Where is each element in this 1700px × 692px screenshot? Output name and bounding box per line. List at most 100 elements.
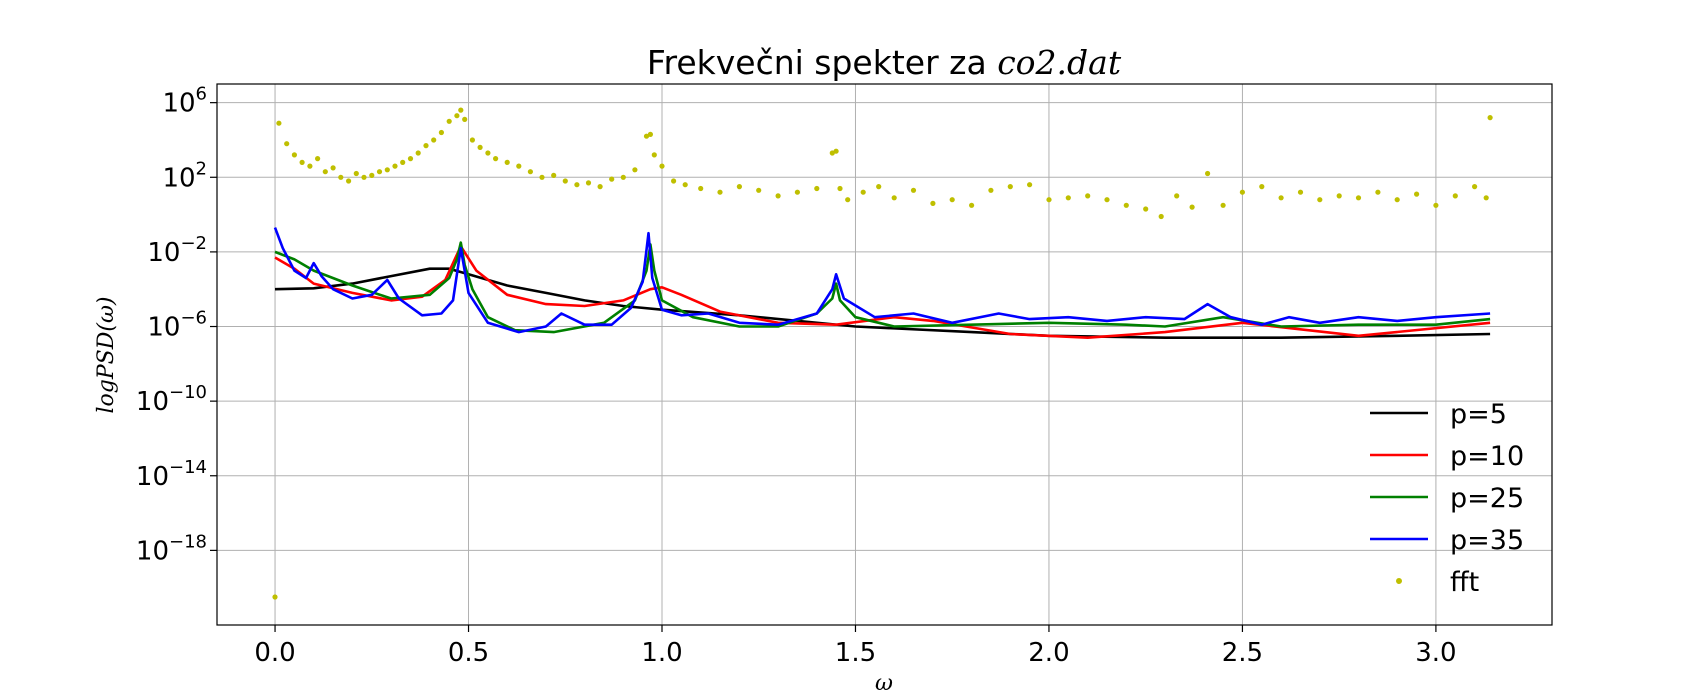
fft-point <box>493 156 499 162</box>
plot-area-frame <box>216 83 1553 626</box>
x-tick-label: 3.0 <box>1415 638 1456 668</box>
legend-swatch <box>1396 578 1402 584</box>
fft-point <box>1472 184 1478 190</box>
fft-point <box>1123 202 1129 208</box>
fft-point <box>1007 184 1013 190</box>
fft-point <box>369 172 375 178</box>
fft-point <box>1394 197 1400 203</box>
fft-point <box>361 174 367 180</box>
fft-point <box>1414 191 1420 197</box>
fft-point <box>717 189 723 195</box>
y-tick-label: 10−18 <box>136 531 207 566</box>
fft-point <box>988 187 994 193</box>
fft-point <box>1375 189 1381 195</box>
y-tick-label: 10−6 <box>147 308 207 343</box>
x-tick-label: 2.5 <box>1222 638 1263 668</box>
fft-point <box>551 172 557 178</box>
fft-point <box>454 113 460 119</box>
fft-point <box>1483 195 1489 201</box>
fft-point <box>446 118 452 124</box>
fft-point <box>527 169 534 175</box>
fft-point <box>338 174 344 180</box>
fft-point <box>315 156 321 162</box>
fft-point <box>1297 189 1304 195</box>
grid-lines <box>217 84 1552 625</box>
fft-point <box>276 120 282 126</box>
fft-point <box>485 150 491 156</box>
fft-point <box>643 133 650 139</box>
fft-point <box>299 159 305 165</box>
fft-point <box>477 144 483 150</box>
fft-point <box>415 150 421 156</box>
fft-point <box>353 170 359 177</box>
fft-point <box>837 185 843 192</box>
fft-point <box>376 169 383 175</box>
fft-point <box>307 163 313 169</box>
fft-point <box>1104 197 1110 203</box>
fft-point <box>845 197 851 203</box>
fft-point <box>516 163 522 169</box>
fft-point <box>1065 195 1071 201</box>
y-tick-label: 106 <box>162 84 207 119</box>
fft-point <box>698 185 704 192</box>
fft-point <box>671 178 677 184</box>
fft-points <box>272 107 1493 600</box>
fft-point <box>1027 182 1033 188</box>
y-tick-label: 102 <box>162 158 207 193</box>
fft-point <box>833 148 839 154</box>
fft-point <box>659 163 665 169</box>
fft-point <box>384 167 390 173</box>
fft-point <box>736 184 743 190</box>
fft-point <box>1239 189 1245 195</box>
fft-point <box>438 129 444 136</box>
fft-point <box>1158 213 1164 220</box>
fft-point <box>346 178 352 184</box>
fft-point <box>1259 184 1265 190</box>
fft-point <box>392 163 398 169</box>
fft-point <box>620 174 626 180</box>
y-tick-label: 10−10 <box>136 382 207 417</box>
fft-point <box>431 137 437 143</box>
fft-point <box>609 176 615 182</box>
x-tick-label: 1.5 <box>835 638 876 668</box>
fft-point <box>1452 193 1458 199</box>
fft-point <box>794 189 801 195</box>
legend-label: p=25 <box>1450 483 1524 514</box>
fft-point <box>891 195 897 201</box>
fft-point <box>1085 193 1091 199</box>
fft-point <box>814 185 820 192</box>
fft-point <box>1205 170 1211 177</box>
fft-point <box>284 141 290 147</box>
series-lines <box>273 227 1491 340</box>
fft-point <box>272 594 278 600</box>
fft-point <box>1220 202 1226 208</box>
fft-point <box>910 187 917 193</box>
y-axis-ticks: 106 102 10−2 10−6 10−10 10−14 10−18 <box>136 84 217 566</box>
fft-point <box>539 174 545 180</box>
fft-point <box>1143 206 1149 212</box>
fft-point <box>930 200 936 206</box>
fft-point <box>597 184 603 190</box>
fft-point <box>1317 197 1323 203</box>
fft-point <box>756 187 762 193</box>
chart-title: Frekvečni spekter za co2.dat <box>647 43 1122 82</box>
fft-point <box>322 169 328 175</box>
fft-point <box>651 152 657 158</box>
x-axis-label: ω <box>875 671 893 692</box>
fft-point <box>682 182 688 188</box>
fft-point <box>1487 115 1493 121</box>
fft-point <box>585 180 592 186</box>
fft-point <box>876 184 882 190</box>
fft-point <box>1046 197 1052 203</box>
legend-label: p=35 <box>1450 525 1524 556</box>
fft-point <box>469 137 475 143</box>
fft-point <box>1189 204 1195 210</box>
fft-point <box>775 193 781 199</box>
fft-point <box>562 178 568 184</box>
fft-point <box>423 143 429 149</box>
fft-point <box>949 197 955 203</box>
fft-point <box>291 152 297 158</box>
fft-point <box>1278 195 1284 201</box>
fft-point <box>632 167 638 173</box>
